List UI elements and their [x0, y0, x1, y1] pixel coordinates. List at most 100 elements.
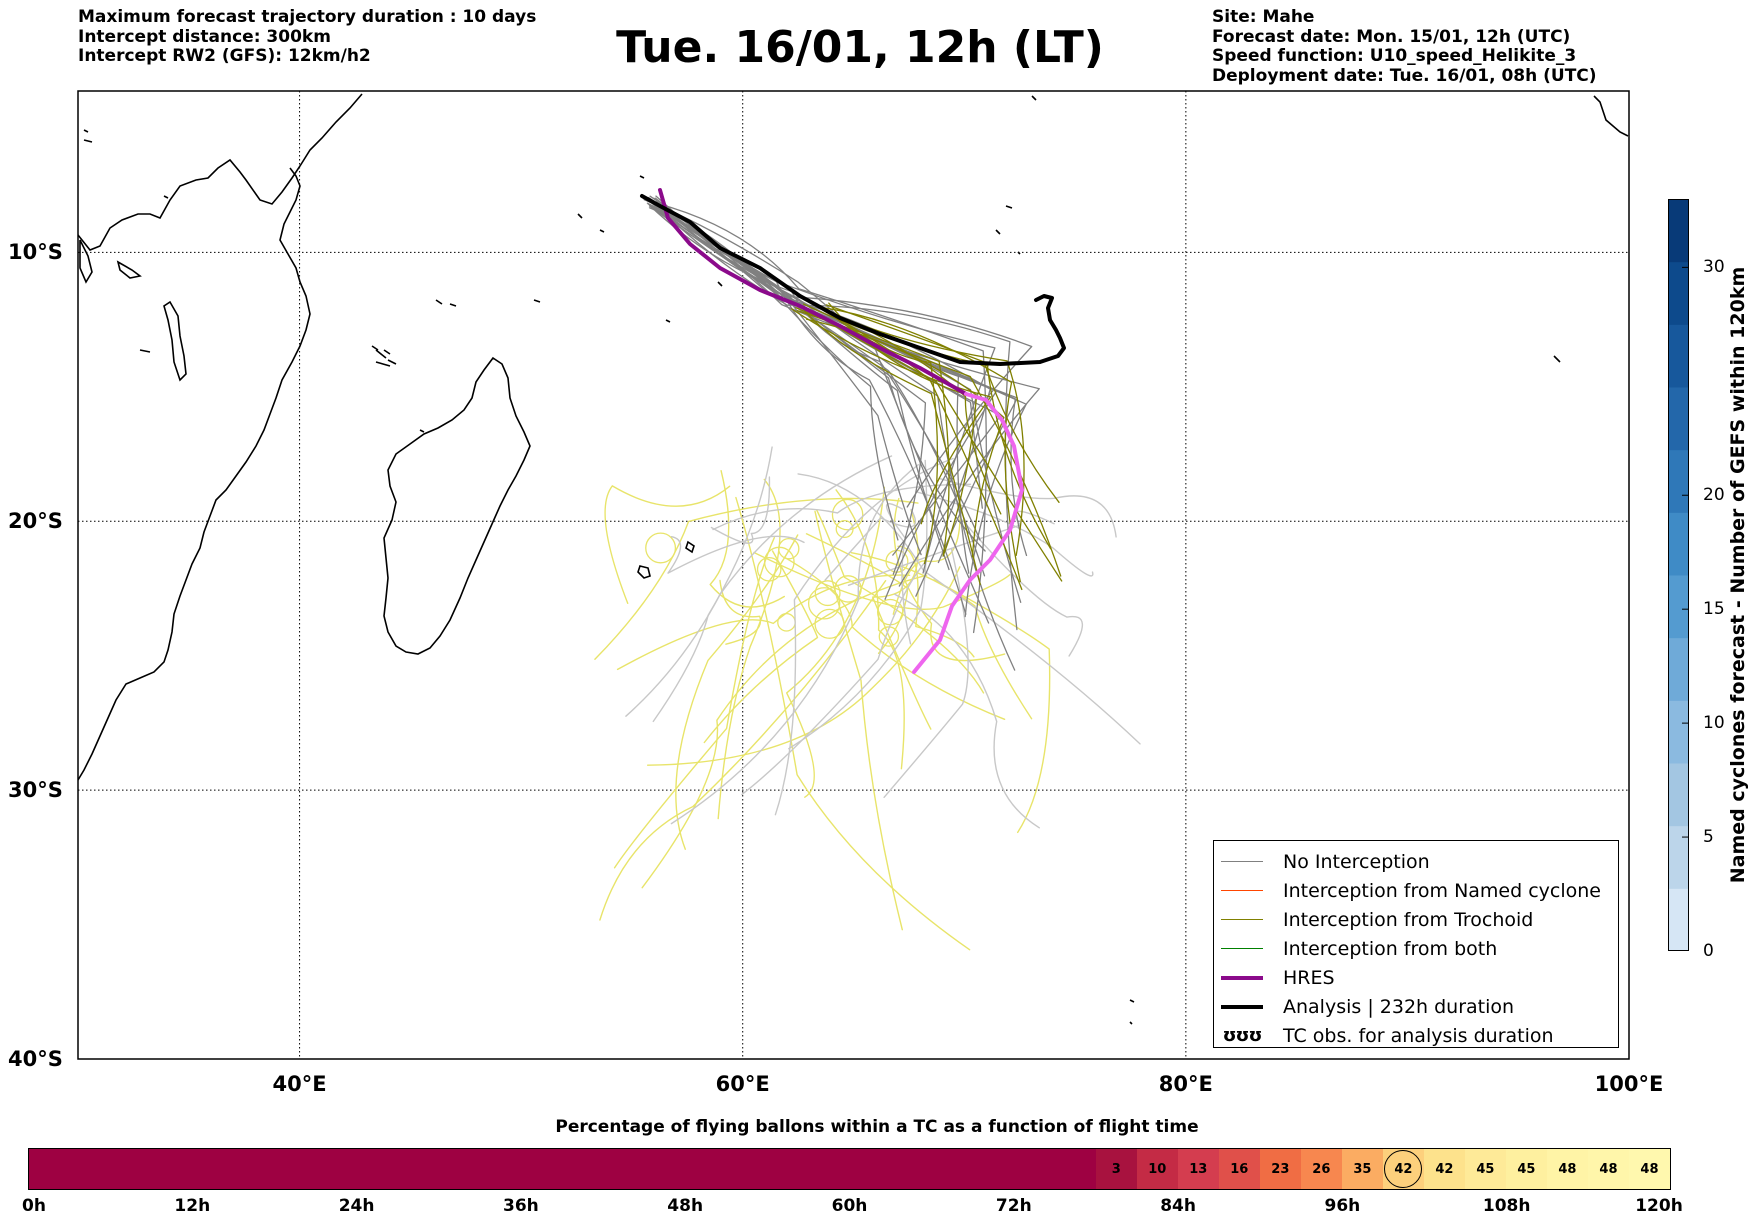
longitude-label: 80°E: [1158, 1072, 1213, 1096]
percentage-bar-title: Percentage of flying ballons within a TC…: [555, 1117, 1199, 1137]
legend-item-both: Interception from both: [1214, 934, 1618, 963]
percentage-value: 16: [1230, 1161, 1249, 1177]
trochoid-trajectory: [803, 310, 981, 586]
colorbar-segment: [1668, 387, 1688, 451]
trajectory-loop: [763, 546, 795, 578]
no-interception-trajectory: [651, 202, 990, 624]
trochoid-late-trajectory: [850, 552, 1033, 720]
trochoid-late-trajectory: [814, 510, 903, 931]
percentage-value: 42: [1435, 1161, 1454, 1177]
percentage-cell: 48: [1587, 1149, 1629, 1189]
trochoid-late-trajectory: [933, 579, 1051, 834]
percentage-value: 23: [1271, 1161, 1290, 1177]
trajectory-loop: [814, 608, 845, 639]
colorbar-segment: [1668, 700, 1688, 764]
trajectory-loop: [834, 575, 862, 603]
colorbar-frame: [1668, 199, 1689, 951]
trochoid-late-trajectory: [641, 574, 928, 889]
trochoid-late-trajectory: [594, 497, 919, 660]
colorbar-segment: [1668, 261, 1688, 325]
legend-label: Interception from Trochoid: [1283, 908, 1534, 931]
latitude-label: 20°S: [8, 509, 63, 534]
speed-function-text: Speed function: U10_speed_Helikite_3: [1212, 46, 1577, 66]
legend-item-no-interception: No Interception: [1214, 847, 1618, 876]
no-interception-trajectory: [650, 205, 970, 574]
legend-swatch: [1221, 890, 1263, 891]
legend-swatch: [1221, 919, 1263, 920]
percentage-tick-label: 36h: [503, 1196, 539, 1216]
max-duration-text: Maximum forecast trajectory duration : 1…: [78, 7, 537, 27]
trajectory-loop: [814, 580, 841, 607]
percentage-cell: 16: [1218, 1149, 1260, 1189]
colorbar-label: Named cyclones forecast - Number of GEFS…: [1727, 266, 1749, 884]
no-interception-late-trajectory: [625, 455, 893, 717]
africa-coastline: [78, 93, 363, 781]
trochoid-late-trajectory: [616, 574, 911, 671]
trochoid-late-trajectory: [753, 551, 1011, 610]
land-outlines: [78, 93, 1629, 1025]
hres-trajectory: [658, 188, 968, 396]
percentage-cell: 13: [1177, 1149, 1219, 1189]
percentage-value: 10: [1148, 1161, 1167, 1177]
trajectory-loop: [777, 612, 796, 632]
colorbar-segment: [1668, 763, 1688, 827]
percentage-value: 26: [1312, 1161, 1331, 1177]
no-interception-late-trajectory: [774, 457, 954, 816]
percentage-cell: 10: [1136, 1149, 1178, 1189]
trochoid-late-trajectory: [613, 537, 775, 869]
percentage-tick-label: 60h: [831, 1196, 868, 1216]
latitude-label: 40°S: [8, 1047, 63, 1071]
percentage-cell: 42: [1382, 1149, 1424, 1189]
legend-label: No Interception: [1283, 850, 1430, 873]
trochoid-late-trajectory: [783, 556, 1006, 720]
legend-label: Analysis | 232h duration: [1283, 995, 1515, 1018]
no-interception-late-trajectory: [741, 559, 927, 796]
trochoid-late-trajectory: [717, 478, 781, 820]
trochoid-late-trajectory: [709, 470, 785, 608]
intercept-rw2-text: Intercept RW2 (GFS): 12km/h2: [78, 46, 371, 66]
legend-item-analysis: Analysis | 232h duration: [1214, 992, 1618, 1021]
tc-symbol-icon: ʊʊʊ: [1222, 1025, 1263, 1046]
legend-label: Interception from both: [1283, 937, 1498, 960]
deployment-date-text: Deployment date: Tue. 16/01, 08h (UTC): [1212, 65, 1597, 86]
trochoid-trajectory: [811, 311, 1063, 582]
no-interception-trajectory: [644, 196, 967, 615]
percentage-value: 3: [1111, 1161, 1121, 1177]
trochoid-trajectory: [790, 308, 992, 525]
no-interception-trajectory: [643, 198, 927, 575]
percentage-cell: 23: [1259, 1149, 1301, 1189]
intercept-distance-text: Intercept distance: 300km: [78, 26, 331, 47]
trochoid-late-trajectory: [604, 485, 731, 604]
percentage-cell: 45: [1464, 1149, 1506, 1189]
colorbar-tick-label: 0: [1703, 941, 1714, 961]
small-islands: [83, 129, 723, 433]
no-interception-trajectory: [649, 195, 1040, 587]
mauritius: [637, 565, 651, 579]
colorbar-tick-label: 20: [1703, 485, 1725, 506]
trajectory-loop: [807, 587, 841, 620]
colorbar-segment: [1668, 825, 1688, 889]
legend-label: TC obs. for analysis duration: [1283, 1024, 1554, 1047]
no-interception-trajectory: [646, 202, 1022, 603]
legend-item-hres: HRES: [1214, 963, 1618, 992]
trochoid-trajectory: [796, 309, 950, 556]
percentage-tick-label: 24h: [338, 1196, 375, 1216]
trochoid-late-trajectory: [835, 489, 905, 770]
colorbar-tick-label: 10: [1703, 713, 1725, 734]
comoros: [371, 345, 397, 365]
percentage-value: 48: [1599, 1161, 1618, 1177]
percentage-cell: 35: [1341, 1149, 1383, 1189]
percentage-tick-label: 108h: [1482, 1196, 1531, 1216]
percentage-value: 35: [1353, 1161, 1372, 1177]
trochoid-trajectory: [822, 307, 1021, 583]
trochoid-late-trajectory: [893, 497, 1006, 662]
percentage-tick-label: 96h: [1324, 1196, 1361, 1216]
no-interception-late-trajectory: [670, 464, 919, 825]
percentage-cell-empty: [29, 1149, 1096, 1189]
percentage-value: 48: [1640, 1161, 1659, 1177]
percentage-value: 45: [1517, 1161, 1536, 1177]
trochoid-late-trajectory: [719, 579, 762, 645]
map-frame: [77, 90, 1630, 1060]
colorbar-segment: [1668, 888, 1688, 951]
